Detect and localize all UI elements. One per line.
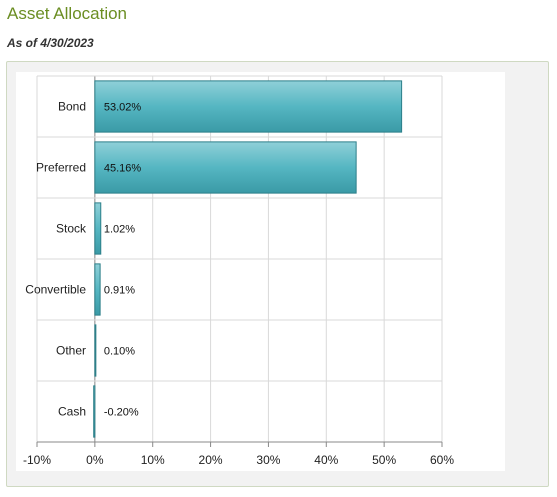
x-tick-label: 0% [86,453,104,467]
category-label: Convertible [25,283,86,297]
bar-other [94,324,97,377]
as-of-date: As of 4/30/2023 [7,36,94,50]
data-label: 45.16% [104,163,142,175]
bar-convertible [94,263,101,316]
category-label: Stock [56,222,87,236]
category-label: Bond [58,100,86,114]
data-label: 0.91% [104,285,135,297]
grid-lines [36,75,443,447]
bar-cash [93,385,96,438]
data-label: 53.02% [104,102,142,114]
category-label: Preferred [36,161,86,175]
labels: -10% 0% 10% 20% 30% 40% 50% 60% Bond 53.02% Prefer… [23,100,454,468]
x-tick-label: 20% [199,453,223,467]
x-tick-label: 50% [372,453,396,467]
data-label: -0.20% [104,407,139,419]
data-label: 0.10% [104,346,135,358]
x-tick-label: 10% [141,453,165,467]
x-tick-label: 30% [256,453,280,467]
page-title: Asset Allocation [7,4,128,23]
bar-stock [94,202,102,255]
bar-bond [94,80,403,133]
category-label: Cash [58,405,86,419]
bar-preferred [94,141,357,194]
category-label: Other [56,344,86,358]
bars [93,80,403,438]
x-tick-label: -10% [23,453,51,467]
x-tick-label: 40% [314,453,338,467]
data-label: 1.02% [104,224,135,236]
x-tick-label: 60% [430,453,454,467]
